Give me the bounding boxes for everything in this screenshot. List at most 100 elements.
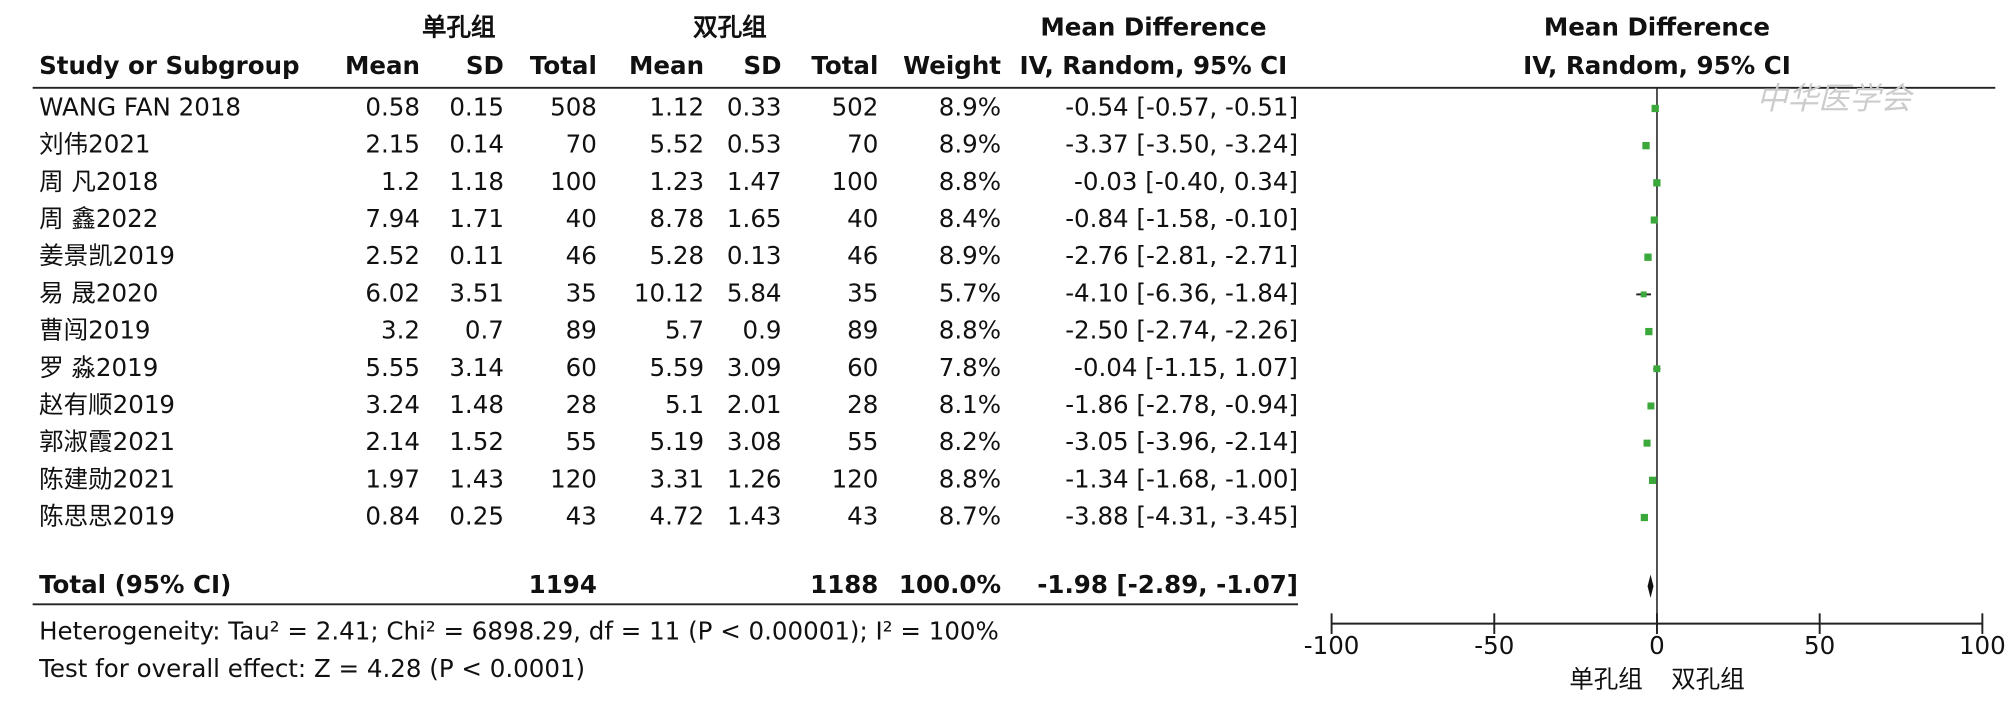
cell: 1.2 [381,167,420,196]
effect-square [1653,179,1661,187]
cell: 5.84 [727,278,782,307]
cell: 8.4% [939,204,1001,233]
column-header: Mean [629,51,704,80]
cell: 40 [847,204,878,233]
cell: 3.31 [649,464,704,493]
study-name: 姜景凯2019 [39,241,175,270]
x-tick-label: -50 [1474,631,1514,660]
total-n2: 1188 [810,570,878,599]
total-label: Total (95% CI) [39,570,231,599]
cell: 0.13 [727,241,782,270]
cell: 120 [832,464,879,493]
ci-title: Mean Difference [1040,12,1266,41]
cell: 8.9% [939,92,1001,121]
study-name: 郭淑霞2021 [39,427,175,456]
x-tick-label: 0 [1649,631,1665,660]
effect-square [1650,216,1658,224]
cell: 55 [847,427,878,456]
cell: 3.2 [381,316,420,345]
cell: 3.14 [449,353,504,382]
column-header: Weight [903,51,1001,80]
effect-square [1645,327,1653,336]
cell: 8.8% [939,167,1001,196]
study-name: 陈建勋2021 [39,464,175,493]
study-name: 赵有顺2019 [39,390,175,419]
study-name: 刘伟2021 [39,130,150,159]
cell: 8.9% [939,241,1001,270]
cell: 1.12 [649,92,704,121]
overall-effect: Test for overall effect: Z = 4.28 (P < 0… [38,654,585,683]
cell: 1.43 [449,464,504,493]
study-name: WANG FAN 2018 [39,92,241,121]
total-diamond [1647,574,1654,598]
cell: 0.14 [449,130,504,159]
total-n1: 1194 [529,570,597,599]
group1-header: 单孔组 [422,12,496,41]
ci-text: -0.84 [-1.58, -0.10] [1065,204,1298,233]
cell: 0.15 [449,92,504,121]
cell: 4.72 [649,502,704,531]
ci-text: -1.34 [-1.68, -1.00] [1065,464,1298,493]
cell: 5.7% [939,278,1001,307]
cell: 5.19 [649,427,704,456]
cell: 35 [566,278,597,307]
ci-text: -0.03 [-0.40, 0.34] [1074,167,1298,196]
cell: 28 [566,390,597,419]
column-header: Total [811,51,878,80]
cell: 8.8% [939,316,1001,345]
x-tick-label: 100 [1959,631,2006,660]
cell: 2.15 [365,130,420,159]
cell: 1.65 [727,204,782,233]
cell: 0.53 [727,130,782,159]
column-header: SD [466,51,504,80]
ci-text: -3.05 [-3.96, -2.14] [1065,427,1298,456]
cell: 8.9% [939,130,1001,159]
cell: 28 [847,390,878,419]
cell: 1.47 [727,167,782,196]
x-tick-label: -100 [1304,631,1360,660]
ci-text: -2.50 [-2.74, -2.26] [1065,316,1298,345]
study-name: 周 凡2018 [39,167,158,196]
cell: 1.48 [449,390,504,419]
favours-left: 单孔组 [1569,664,1643,693]
column-header: Total [530,51,597,80]
cell: 8.7% [939,502,1001,531]
favours-right: 双孔组 [1671,664,1745,693]
cell: 3.09 [727,353,782,382]
cell: 0.7 [465,316,504,345]
cell: 3.08 [727,427,782,456]
column-header: Study or Subgroup [39,51,300,80]
ci-text: -0.54 [-0.57, -0.51] [1065,92,1298,121]
cell: 120 [550,464,597,493]
cell: 6.02 [365,278,420,307]
column-header: Mean [345,51,420,80]
effect-square [1648,476,1657,484]
cell: 100 [550,167,597,196]
cell: 2.14 [365,427,420,456]
ci-text: -1.86 [-2.78, -0.94] [1065,390,1298,419]
cell: 8.2% [939,427,1001,456]
cell: 46 [847,241,878,270]
x-tick-label: 50 [1804,631,1835,660]
study-name: 曹闯2019 [39,316,150,345]
cell: 55 [566,427,597,456]
effect-square [1644,253,1652,261]
cell: 1.18 [449,167,504,196]
ci-text: -3.88 [-4.31, -3.45] [1065,502,1298,531]
cell: 8.78 [649,204,704,233]
cell: 7.8% [939,353,1001,382]
effect-square [1640,513,1648,522]
study-name: 易 晟2020 [39,278,158,307]
study-name: 陈思思2019 [39,502,175,531]
cell: 3.24 [365,390,420,419]
cell: 1.71 [449,204,504,233]
effect-square [1647,402,1655,410]
effect-square [1643,439,1651,447]
cell: 3.51 [449,278,504,307]
group2-header: 双孔组 [693,12,767,41]
cell: 5.1 [665,390,704,419]
effect-square [1653,365,1661,373]
cell: 1.43 [727,502,782,531]
